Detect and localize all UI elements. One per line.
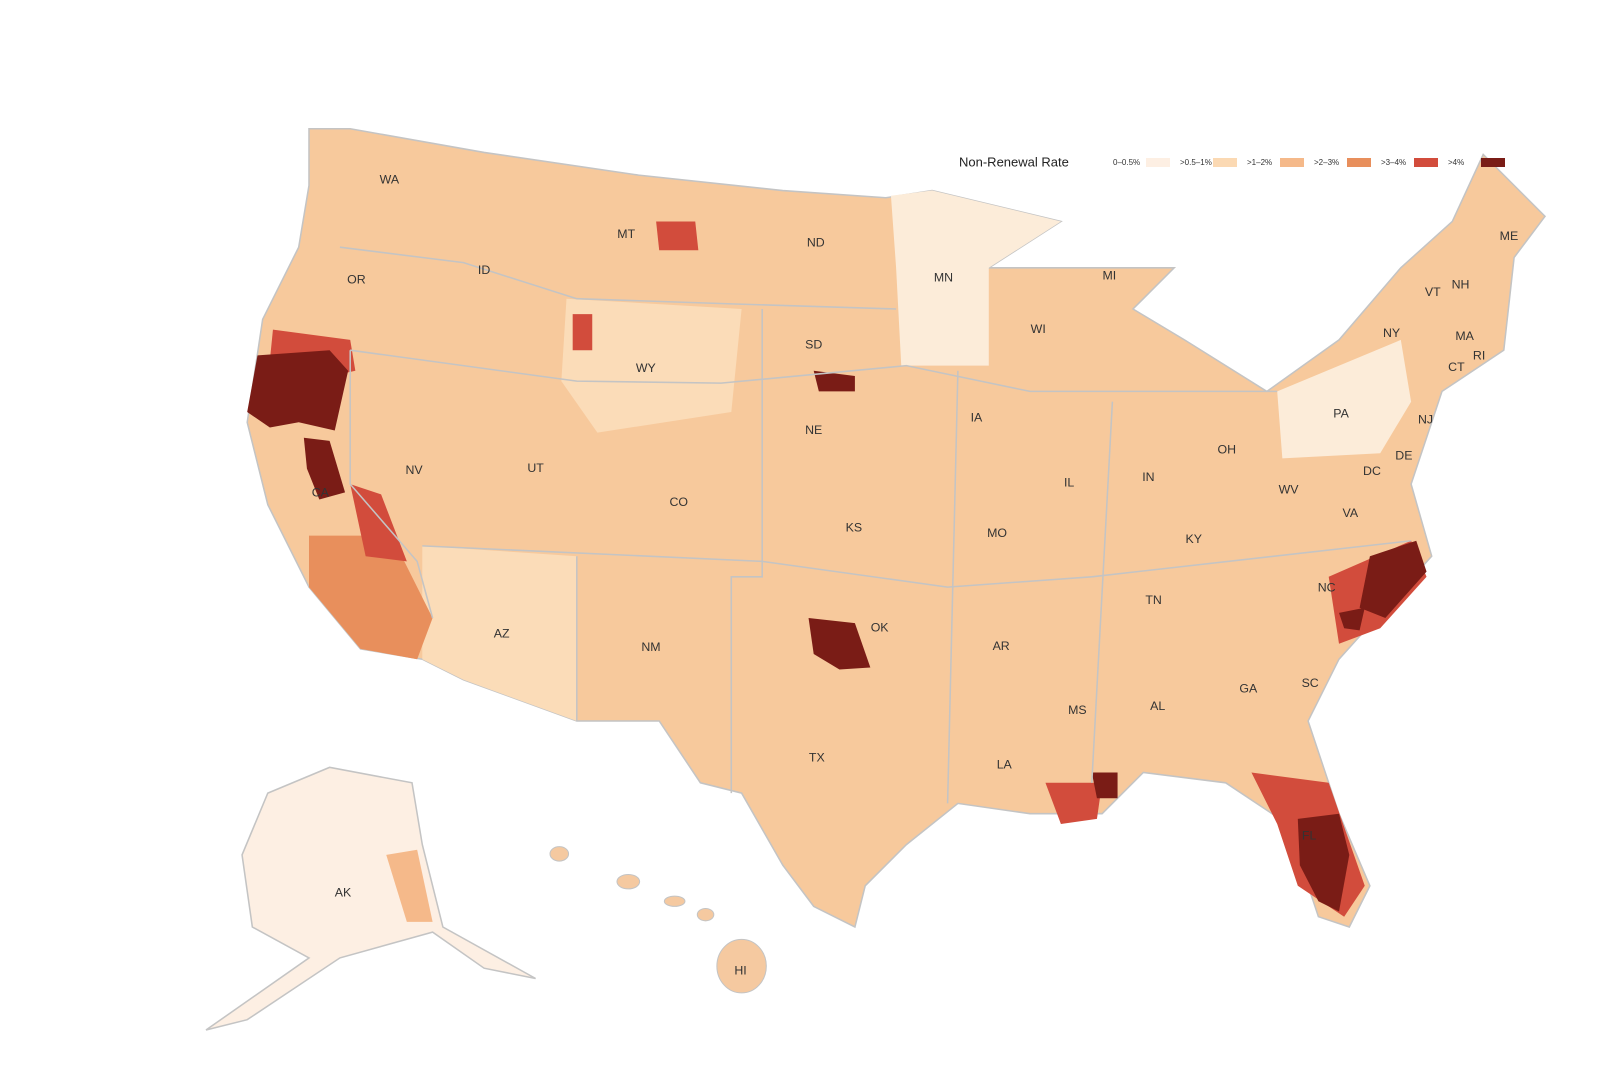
state-border: [339, 246, 897, 310]
legend-swatch: [1347, 158, 1371, 167]
state-label: WI: [1031, 322, 1046, 336]
state-label: VA: [1343, 506, 1359, 520]
state-label: MA: [1455, 329, 1474, 343]
legend-label: >2–3%: [1314, 158, 1339, 167]
alaska: [205, 766, 536, 1031]
dark-region: [247, 350, 349, 431]
state-label: IN: [1142, 470, 1154, 484]
pale-region: [422, 545, 577, 721]
island: [716, 938, 767, 994]
state-label: GA: [1239, 681, 1258, 695]
state-label: HI: [734, 964, 746, 978]
dark-region: [303, 437, 346, 500]
legend-swatch: [1481, 158, 1505, 167]
map-body: WA MT ND MN ME OR ID MI NH VT NY WI MA SD WY CT RI IA NE PA…: [205, 127, 1547, 1031]
state-label: MN: [934, 270, 953, 284]
alaska-region: [386, 849, 433, 922]
dark-region: [1297, 813, 1350, 912]
legend-swatch: [1146, 158, 1170, 167]
hawaii: [549, 846, 767, 994]
state-label: WV: [1279, 483, 1300, 497]
state-label: AK: [335, 885, 352, 899]
state-label: ID: [478, 263, 490, 277]
state-label: TN: [1145, 593, 1161, 607]
state-label: DE: [1395, 449, 1412, 463]
state-label: AL: [1150, 699, 1165, 713]
state-label: CO: [669, 495, 688, 509]
state-label: NV: [405, 463, 423, 477]
state-label: LA: [997, 758, 1013, 772]
state-label: IL: [1064, 475, 1074, 489]
state-label: ND: [807, 235, 825, 249]
state-label: MI: [1102, 268, 1116, 282]
state-label: NM: [641, 640, 660, 654]
state-label: MT: [617, 227, 635, 241]
legend-label: 0–0.5%: [1113, 158, 1140, 167]
legend-label: >0.5–1%: [1180, 158, 1212, 167]
state-label: WY: [636, 361, 656, 375]
legend-label: >3–4%: [1381, 158, 1406, 167]
island: [696, 907, 715, 922]
legend-swatch: [1280, 158, 1304, 167]
state-label: RI: [1473, 349, 1485, 363]
dark-region: [1339, 607, 1365, 631]
red-region: [1045, 782, 1103, 824]
red-region: [656, 221, 699, 251]
state-label: MS: [1068, 703, 1087, 717]
dark-region: [813, 370, 855, 392]
state-label: MO: [987, 526, 1007, 540]
red-region: [350, 484, 407, 562]
state-label: NH: [1452, 278, 1470, 292]
state-label: CT: [1448, 360, 1465, 374]
island: [616, 873, 641, 890]
state-label: OH: [1217, 442, 1236, 456]
state-label: NC: [1318, 580, 1336, 594]
state-label: OR: [347, 272, 366, 286]
pale-region: [890, 190, 1061, 366]
island: [549, 846, 570, 862]
legend-swatch: [1213, 158, 1237, 167]
legend-label: >4%: [1448, 158, 1464, 167]
state-label: WA: [380, 173, 400, 187]
state-label: IA: [971, 410, 983, 424]
state-label: NE: [805, 423, 822, 437]
red-region: [572, 314, 593, 351]
state-label: AZ: [494, 627, 510, 641]
dark-region: [1091, 772, 1118, 799]
dark-region: [808, 618, 871, 670]
state-label: AR: [993, 639, 1010, 653]
state-label: CA: [312, 486, 330, 500]
state-label: DC: [1363, 464, 1381, 478]
state-border: [349, 350, 434, 619]
legend-swatch: [1414, 158, 1438, 167]
state-label: NJ: [1418, 413, 1433, 427]
dark-region: [1359, 540, 1427, 618]
state-label: FL: [1302, 829, 1317, 843]
legend-label: >1–2%: [1247, 158, 1272, 167]
state-border: [730, 308, 763, 794]
state-label: ME: [1500, 229, 1519, 243]
state-label: KY: [1186, 532, 1203, 546]
state-border: [946, 370, 959, 804]
state-label: SC: [1302, 676, 1319, 690]
state-label: VT: [1425, 285, 1441, 299]
state-label: KS: [846, 521, 863, 535]
state-label: TX: [809, 750, 825, 764]
pale-region: [1277, 339, 1412, 459]
state-border: [422, 539, 1412, 588]
state-label: NY: [1383, 326, 1400, 340]
island: [663, 895, 686, 907]
orange-region: [309, 535, 433, 660]
state-label: OK: [871, 621, 890, 635]
pale-region: [561, 298, 742, 433]
state-label: PA: [1333, 406, 1349, 420]
state-label: SD: [805, 337, 822, 351]
legend-title: Non-Renewal Rate: [959, 154, 1069, 169]
state-label: UT: [527, 461, 544, 475]
state-border: [350, 349, 1278, 393]
state-border: [1091, 401, 1114, 783]
